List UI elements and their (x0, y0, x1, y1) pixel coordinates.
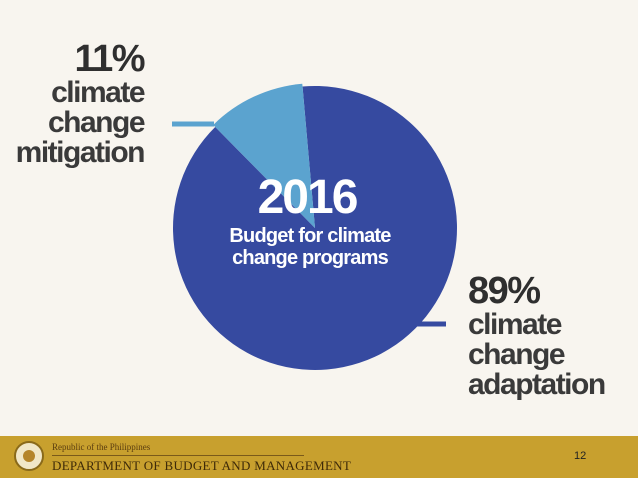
pie-chart (172, 83, 457, 370)
mitigation-percent: 11% (74, 38, 146, 80)
adaptation-line-2: change (468, 338, 566, 371)
footer-divider (52, 455, 304, 456)
chart-subtitle-line-2: change programs (232, 247, 389, 269)
mitigation-line-1: climate (51, 76, 145, 109)
mitigation-line-3: mitigation (15, 136, 146, 169)
department-name: DEPARTMENT OF BUDGET AND MANAGEMENT (52, 458, 352, 473)
pie-slice-mitigation (213, 83, 315, 229)
chart-subtitle-line-1: Budget for climate (229, 225, 391, 247)
mitigation-label: 11% climate change mitigation (0, 38, 146, 169)
chart-subtitle: Budget for climate change programs (200, 225, 420, 269)
adaptation-percent: 89% (468, 270, 541, 312)
adaptation-line-1: climate (468, 308, 562, 341)
adaptation-label: 89% climate change adaptation (468, 272, 638, 400)
pie-slice-adaptation (172, 85, 457, 370)
chart-title-year: 2016 (257, 171, 359, 224)
footer-bar: Republic of the Philippines DEPARTMENT O… (0, 436, 638, 478)
adaptation-line-3: adaptation (468, 368, 606, 401)
mitigation-line-2: change (47, 106, 146, 139)
republic-text: Republic of the Philippines (52, 442, 151, 452)
page-number: 12 (574, 450, 587, 462)
dbm-seal-logo (14, 441, 44, 471)
